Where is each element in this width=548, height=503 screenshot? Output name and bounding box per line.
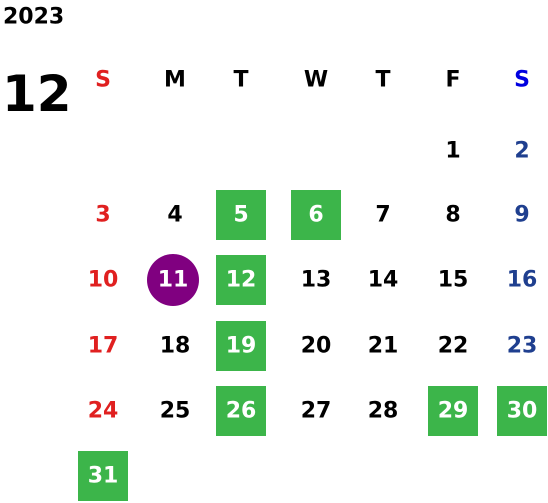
- event-marker: [428, 386, 478, 436]
- day: 16: [507, 268, 538, 293]
- event-marker: [216, 255, 266, 305]
- day: 19: [226, 334, 257, 359]
- day: 14: [368, 268, 399, 293]
- day: 27: [301, 399, 332, 424]
- day: 7: [375, 203, 390, 228]
- event-marker: [216, 190, 266, 240]
- day: 2: [514, 139, 529, 164]
- day: 15: [438, 268, 469, 293]
- day: 25: [160, 399, 191, 424]
- day: 9: [514, 203, 529, 228]
- day: 6: [308, 203, 323, 228]
- day: 20: [301, 334, 332, 359]
- day: 8: [445, 203, 460, 228]
- day: 18: [160, 334, 191, 359]
- year: 2023: [3, 5, 64, 30]
- event-marker: [216, 386, 266, 436]
- weekday: T: [233, 68, 248, 93]
- day: 30: [507, 399, 538, 424]
- weekday: S: [514, 68, 530, 93]
- weekday: M: [164, 68, 186, 93]
- weekday: T: [375, 68, 390, 93]
- today-marker: [147, 254, 199, 306]
- day: 12: [226, 268, 257, 293]
- event-marker: [216, 321, 266, 371]
- day: 23: [507, 334, 538, 359]
- day: 24: [88, 399, 119, 424]
- weekday: F: [445, 68, 460, 93]
- day: 10: [88, 268, 119, 293]
- day: 17: [88, 334, 119, 359]
- day: 11: [158, 268, 189, 293]
- event-marker: [78, 451, 128, 501]
- month: 12: [2, 65, 72, 123]
- day: 29: [438, 399, 469, 424]
- day: 22: [438, 334, 469, 359]
- day: 21: [368, 334, 399, 359]
- day: 28: [368, 399, 399, 424]
- event-marker: [497, 386, 547, 436]
- weekday: W: [304, 68, 328, 93]
- day: 31: [88, 464, 119, 489]
- day: 1: [445, 139, 460, 164]
- day: 3: [95, 203, 110, 228]
- day: 26: [226, 399, 257, 424]
- day: 13: [301, 268, 332, 293]
- weekday: S: [95, 68, 111, 93]
- day: 4: [167, 203, 182, 228]
- event-marker: [291, 190, 341, 240]
- day: 5: [233, 203, 248, 228]
